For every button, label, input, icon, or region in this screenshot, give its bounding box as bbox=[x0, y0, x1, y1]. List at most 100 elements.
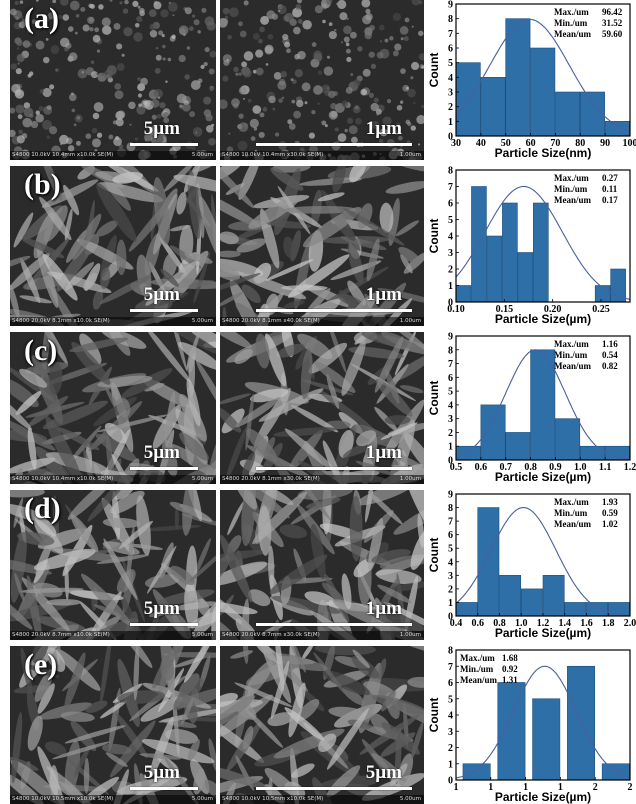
stat-label: Max./um bbox=[554, 339, 589, 349]
scale-bar bbox=[130, 787, 198, 790]
y-tick-label: 9 bbox=[448, 0, 453, 11]
stat-label: Mean/um bbox=[554, 361, 592, 371]
histogram-bar bbox=[530, 349, 556, 461]
y-tick-label: 0 bbox=[448, 776, 453, 787]
stat-label: Mean/um bbox=[554, 195, 592, 205]
y-tick-label: 6 bbox=[448, 678, 453, 689]
histogram-bar bbox=[610, 268, 626, 303]
panel-row: 5µm S4800 10.0kV 10.4mm x10.0k SE(M) 5.00u… bbox=[0, 0, 636, 160]
scale-bar bbox=[256, 309, 412, 312]
sem-info-bar: S4800 20.0kV 8.1mm x30.0k SE(M) 1.00um bbox=[220, 475, 424, 484]
sem-texture bbox=[10, 490, 216, 640]
x-tick-label: 40 bbox=[476, 138, 486, 149]
x-tick-label: 0.8 bbox=[493, 618, 506, 629]
sem-image-high-mag: 1µm S4800 10.0kV 10.4mm x30.0k SE(M) 1.00u… bbox=[220, 0, 424, 160]
sem-info-bar: S4800 20.0kV 8.1mm x40.0k SE(M) 1.00um bbox=[220, 317, 424, 326]
y-tick-label: 8 bbox=[448, 646, 453, 657]
x-tick-label: 1.2 bbox=[624, 462, 636, 473]
sem-info-bar: S4800 10.0kV 10.4mm x30.0k SE(M) 1.00um bbox=[220, 151, 424, 160]
x-tick-label: 0.6 bbox=[472, 618, 485, 629]
sem-info-text: S4800 10.0kV 10.4mm x10.0k SE(M) bbox=[12, 152, 114, 158]
x-tick-label: 60 bbox=[526, 138, 536, 149]
x-tick-label: 1.1 bbox=[599, 462, 612, 473]
stat-value: 1.02 bbox=[602, 519, 618, 529]
y-tick-label: 0 bbox=[448, 612, 453, 623]
scale-bar bbox=[256, 143, 412, 146]
y-tick-label: 4 bbox=[448, 557, 453, 568]
y-tick-label: 7 bbox=[448, 359, 453, 370]
x-tick-label: 70 bbox=[550, 138, 560, 149]
y-tick-label: 4 bbox=[448, 73, 453, 84]
y-axis-label: Count bbox=[427, 219, 441, 254]
histogram-bar bbox=[455, 285, 472, 303]
scale-bar-label: 5µm bbox=[143, 598, 180, 619]
histogram-bar bbox=[455, 62, 481, 137]
panel-label: (d) bbox=[24, 492, 61, 525]
stat-value: 0.11 bbox=[602, 184, 618, 194]
sem-info-text: S4800 10.0kV 10.4mm x30.0k SE(M) bbox=[222, 152, 324, 158]
y-tick-label: 2 bbox=[448, 102, 453, 113]
scale-bar-label: 5µm bbox=[143, 284, 180, 305]
histogram-bar bbox=[533, 202, 549, 303]
y-tick-label: 4 bbox=[448, 400, 453, 411]
panel-label: (a) bbox=[24, 2, 59, 35]
histogram-bar bbox=[497, 682, 526, 781]
y-tick-label: 5 bbox=[448, 215, 453, 226]
histogram-bar bbox=[579, 91, 605, 137]
size-distribution-chart: 0 1 2 3 4 5 6 7 8 0.10 0.15 0.20 0.25 Particle Size(µ… bbox=[424, 166, 636, 326]
y-axis-label: Count bbox=[427, 698, 441, 733]
y-tick-label: 7 bbox=[448, 29, 453, 40]
sem-info-text: S4800 10.0kV 10.5mm x10.0k SE(M) bbox=[222, 796, 324, 802]
y-tick-label: 2 bbox=[448, 428, 453, 439]
y-tick-label: 1 bbox=[448, 281, 453, 292]
histogram-bar bbox=[505, 18, 531, 137]
stat-label: Mean/um bbox=[460, 675, 498, 685]
y-tick-label: 0 bbox=[448, 298, 453, 309]
histogram-bar bbox=[502, 202, 518, 303]
normal-fit-curve bbox=[455, 185, 631, 300]
x-tick-label: 2.0 bbox=[624, 618, 636, 629]
scale-bar-label: 5µm bbox=[143, 442, 180, 463]
scale-bar bbox=[256, 623, 412, 626]
normal-fit-curve bbox=[455, 665, 631, 779]
normal-fit-curve bbox=[455, 507, 631, 617]
histogram-bar bbox=[455, 445, 481, 461]
histogram-bar bbox=[530, 47, 556, 137]
y-axis-label: Count bbox=[427, 381, 441, 416]
scale-bar-label: 1µm bbox=[365, 598, 402, 619]
x-tick-label: 80 bbox=[575, 138, 585, 149]
x-tick-label: 1.8 bbox=[602, 618, 615, 629]
scale-bar bbox=[130, 143, 198, 146]
x-tick-label: 100 bbox=[623, 138, 636, 149]
y-tick-label: 8 bbox=[448, 166, 453, 177]
y-tick-label: 1 bbox=[448, 598, 453, 609]
y-tick-label: 6 bbox=[448, 373, 453, 384]
stat-value: 0.92 bbox=[502, 664, 518, 674]
y-axis-label: Count bbox=[427, 538, 441, 573]
histogram-bar bbox=[555, 91, 581, 137]
plot-frame bbox=[455, 335, 631, 461]
y-tick-label: 1 bbox=[448, 759, 453, 770]
x-axis-label: Particle Size(µm) bbox=[495, 312, 591, 326]
scale-bar-label: 5µm bbox=[365, 762, 402, 783]
y-tick-label: 8 bbox=[448, 345, 453, 356]
histogram-bar bbox=[480, 77, 506, 137]
normal-fit-curve bbox=[455, 18, 631, 132]
stat-value: 1.31 bbox=[502, 675, 518, 685]
x-tick-label: 1.4 bbox=[559, 618, 572, 629]
plot-frame bbox=[455, 3, 631, 137]
scale-bar bbox=[130, 467, 198, 470]
stat-value: 1.16 bbox=[602, 339, 618, 349]
sem-info-bar: S4800 10.0kV 10.4mm x10.0k SE(M) 5.00um bbox=[10, 151, 216, 160]
histogram-bar bbox=[586, 602, 609, 617]
y-tick-label: 6 bbox=[448, 530, 453, 541]
histogram-bar bbox=[486, 235, 503, 303]
histogram-bar bbox=[455, 602, 478, 617]
x-tick-label: 1 bbox=[454, 782, 459, 793]
stat-label: Min./um bbox=[554, 508, 588, 518]
stat-label: Min./um bbox=[554, 350, 588, 360]
y-tick-label: 1 bbox=[448, 117, 453, 128]
sem-image-high-mag: 1µm S4800 20.0kV 8.7mm x30.0k SE(M) 1.00um bbox=[220, 490, 424, 640]
scale-bar bbox=[256, 467, 412, 470]
